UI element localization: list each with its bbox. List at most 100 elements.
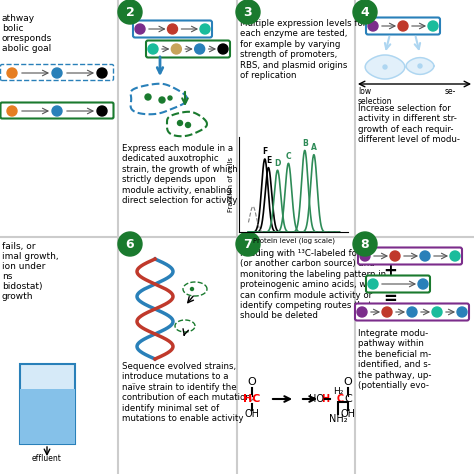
Circle shape xyxy=(368,21,378,31)
Circle shape xyxy=(382,307,392,317)
Text: OH: OH xyxy=(340,409,356,419)
Text: Feeding with ¹³C-labeled formate
(or another carbon source) and
monitoring the l: Feeding with ¹³C-labeled formate (or ano… xyxy=(240,249,386,320)
Circle shape xyxy=(353,0,377,24)
Circle shape xyxy=(407,307,417,317)
Circle shape xyxy=(135,24,145,34)
Circle shape xyxy=(145,94,151,100)
Circle shape xyxy=(159,97,165,103)
Text: ion under: ion under xyxy=(2,262,46,271)
Circle shape xyxy=(195,44,205,54)
Polygon shape xyxy=(175,320,195,332)
FancyBboxPatch shape xyxy=(146,40,230,57)
FancyBboxPatch shape xyxy=(358,247,462,264)
Text: H₂: H₂ xyxy=(333,388,343,396)
Text: C: C xyxy=(286,152,291,161)
Circle shape xyxy=(97,106,107,116)
Circle shape xyxy=(148,44,158,54)
Text: 7: 7 xyxy=(244,237,252,250)
Text: F: F xyxy=(262,147,267,156)
Text: Increase selection for
activity in different str-
growth of each requir-
differe: Increase selection for activity in diffe… xyxy=(358,104,460,144)
Polygon shape xyxy=(365,55,405,79)
Text: bidostat): bidostat) xyxy=(2,282,43,291)
Text: se-: se- xyxy=(445,87,456,96)
Text: D: D xyxy=(274,159,281,168)
Circle shape xyxy=(428,21,438,31)
Circle shape xyxy=(200,24,210,34)
Text: OH: OH xyxy=(245,409,259,419)
Text: H  C: H C xyxy=(322,394,344,404)
Circle shape xyxy=(398,21,408,31)
X-axis label: Protein level (log scale): Protein level (log scale) xyxy=(253,238,335,244)
Circle shape xyxy=(118,0,142,24)
Text: Express each module in a
dedicated auxotrophic
strain, the growth of which
stric: Express each module in a dedicated auxot… xyxy=(122,144,238,205)
Text: 8: 8 xyxy=(361,237,369,250)
Text: A: A xyxy=(311,143,317,152)
Circle shape xyxy=(118,232,142,256)
Text: Multiple expression levels for
each enzyme are tested,
for example by varying
st: Multiple expression levels for each enzy… xyxy=(240,19,366,80)
Text: B: B xyxy=(302,139,308,148)
Text: 4: 4 xyxy=(361,6,369,18)
FancyBboxPatch shape xyxy=(366,18,440,35)
Text: O: O xyxy=(247,377,256,387)
FancyBboxPatch shape xyxy=(355,303,469,320)
FancyBboxPatch shape xyxy=(366,275,430,292)
Text: =: = xyxy=(383,290,397,308)
FancyBboxPatch shape xyxy=(0,102,113,118)
Text: athway: athway xyxy=(2,14,35,23)
Circle shape xyxy=(7,68,17,78)
Circle shape xyxy=(171,44,182,54)
Circle shape xyxy=(450,251,460,261)
Text: +: + xyxy=(383,262,397,280)
Text: 2: 2 xyxy=(126,6,134,18)
Polygon shape xyxy=(183,282,207,296)
Y-axis label: Fraction of cells: Fraction of cells xyxy=(228,157,234,212)
Text: imal growth,: imal growth, xyxy=(2,252,59,261)
Text: Integrate modu-
pathway within
the beneficial m-
identified, and s-
the pathway,: Integrate modu- pathway within the benef… xyxy=(358,329,431,390)
Circle shape xyxy=(357,307,367,317)
Text: 6: 6 xyxy=(126,237,134,250)
Polygon shape xyxy=(406,58,434,74)
Text: fails, or: fails, or xyxy=(2,242,36,251)
Circle shape xyxy=(97,68,107,78)
Text: C: C xyxy=(344,394,352,404)
Polygon shape xyxy=(167,112,207,136)
Circle shape xyxy=(418,279,428,289)
FancyBboxPatch shape xyxy=(0,64,113,81)
Circle shape xyxy=(167,24,177,34)
Circle shape xyxy=(191,288,193,291)
Text: E: E xyxy=(266,156,271,165)
Circle shape xyxy=(390,251,400,261)
Text: low
selection: low selection xyxy=(358,87,392,106)
Circle shape xyxy=(52,106,62,116)
Text: HC: HC xyxy=(243,394,261,404)
Circle shape xyxy=(457,307,467,317)
Circle shape xyxy=(420,251,430,261)
Polygon shape xyxy=(131,84,187,114)
Circle shape xyxy=(177,120,182,126)
Circle shape xyxy=(185,122,191,128)
Circle shape xyxy=(432,307,442,317)
Text: HO: HO xyxy=(310,394,325,404)
Circle shape xyxy=(360,251,370,261)
Text: growth: growth xyxy=(2,292,34,301)
Circle shape xyxy=(52,68,62,78)
Circle shape xyxy=(418,64,422,68)
FancyBboxPatch shape xyxy=(20,389,75,444)
FancyBboxPatch shape xyxy=(133,20,212,37)
Circle shape xyxy=(353,232,377,256)
Circle shape xyxy=(218,44,228,54)
Text: abolic goal: abolic goal xyxy=(2,44,51,53)
Circle shape xyxy=(168,96,172,100)
Text: effluent: effluent xyxy=(32,454,62,463)
Text: 3: 3 xyxy=(244,6,252,18)
Circle shape xyxy=(383,65,387,69)
Circle shape xyxy=(7,106,17,116)
Text: orresponds: orresponds xyxy=(2,34,52,43)
Text: bolic: bolic xyxy=(2,24,24,33)
Text: O: O xyxy=(344,377,352,387)
Text: Sequence evolved strains,
introduce mutations to a
naïve strain to identify the
: Sequence evolved strains, introduce muta… xyxy=(122,362,254,423)
Circle shape xyxy=(236,0,260,24)
FancyBboxPatch shape xyxy=(20,364,75,444)
Circle shape xyxy=(368,279,378,289)
Text: ns: ns xyxy=(2,272,12,281)
